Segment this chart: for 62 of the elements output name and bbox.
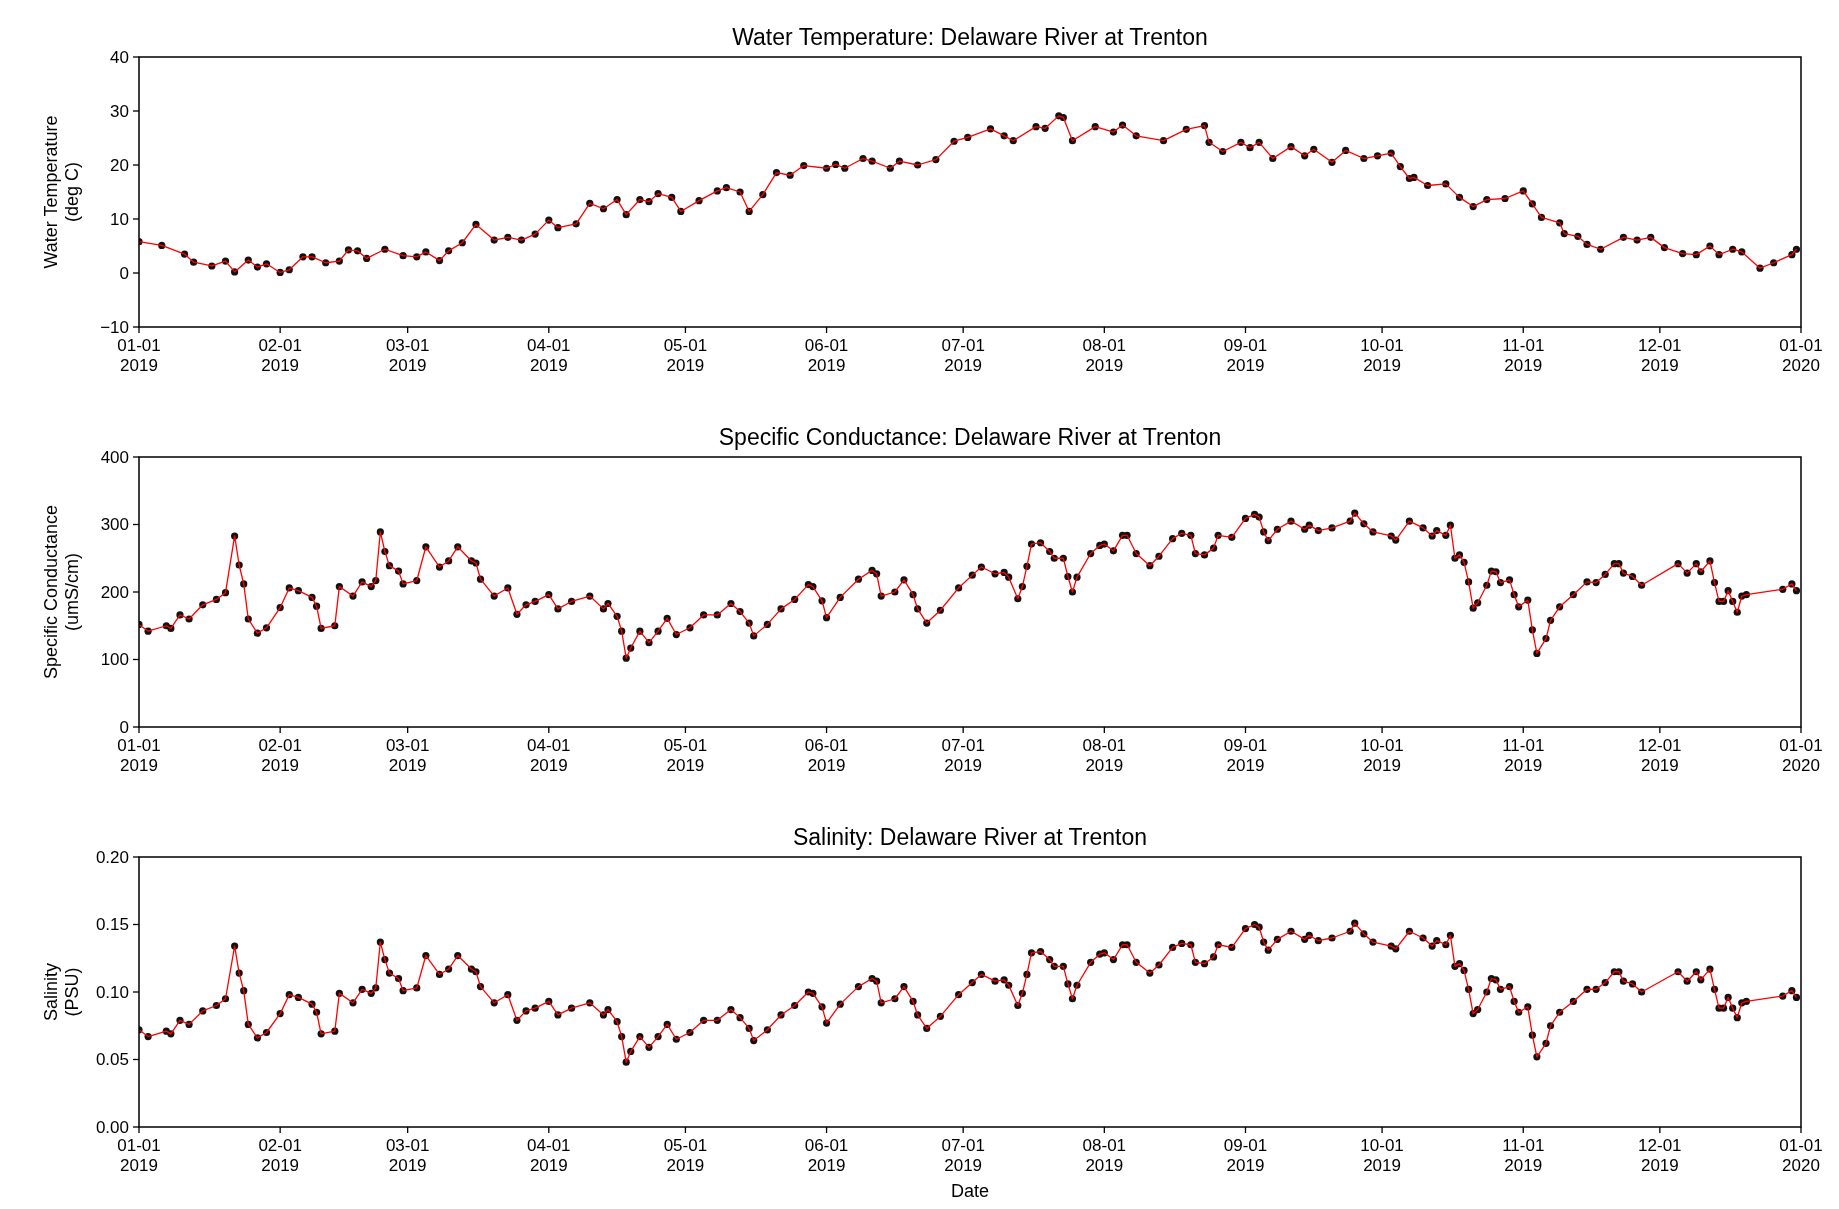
- y-tick-label: 400: [100, 447, 129, 467]
- x-tick-label: 01-01 2020: [1779, 736, 1823, 775]
- x-tick-label: 08-01 2019: [1082, 736, 1127, 775]
- x-tick-label: 12-01 2019: [1638, 1136, 1682, 1175]
- x-tick-label: 09-01 2019: [1223, 736, 1268, 775]
- y-tick-label: 0.20: [95, 847, 129, 867]
- y-tick-label: 0: [119, 717, 129, 737]
- chart-title: Water Temperature: Delaware River at Trenton: [732, 24, 1208, 50]
- y-tick-label: 0.15: [95, 915, 129, 935]
- y-axis-title: Water Temperature (deg C): [41, 115, 82, 269]
- chart-title: Specific Conductance: Delaware River at Trenton: [718, 424, 1222, 450]
- y-tick-label: 0.05: [95, 1050, 129, 1070]
- y-tick-label: 10: [110, 209, 129, 229]
- y-tick-label: 40: [110, 47, 129, 67]
- x-tick-label: 07-01 2019: [941, 336, 985, 375]
- x-tick-label: 08-01 2019: [1082, 336, 1127, 375]
- y-tick-label: 0: [119, 263, 129, 283]
- x-tick-label: 05-01 2019: [663, 736, 708, 775]
- x-tick-label: 05-01 2019: [663, 1136, 708, 1175]
- x-axis-title: Date: [950, 1181, 990, 1201]
- x-tick-label: 02-01 2019: [258, 1136, 302, 1175]
- x-tick-label: 09-01 2019: [1223, 1136, 1268, 1175]
- y-tick-label: 0.00: [95, 1117, 129, 1137]
- x-tick-label: 06-01 2019: [804, 736, 849, 775]
- y-tick-label: 100: [100, 650, 129, 670]
- x-tick-label: 07-01 2019: [941, 736, 985, 775]
- x-tick-label: 01-01 2020: [1779, 336, 1823, 375]
- y-tick-label: 20: [110, 155, 129, 175]
- x-tick-label: 12-01 2019: [1638, 736, 1682, 775]
- x-tick-label: 05-01 2019: [663, 336, 708, 375]
- x-tick-label: 07-01 2019: [941, 1136, 985, 1175]
- y-tick-label: 300: [100, 515, 129, 535]
- y-tick-label: 30: [110, 101, 129, 121]
- x-tick-label: 08-01 2019: [1082, 1136, 1127, 1175]
- y-tick-label: −10: [100, 317, 129, 337]
- x-tick-label: 11-01 2019: [1502, 336, 1545, 375]
- x-tick-label: 12-01 2019: [1638, 336, 1682, 375]
- x-tick-label: 09-01 2019: [1223, 336, 1268, 375]
- chart-title: Salinity: Delaware River at Trenton: [792, 824, 1148, 850]
- x-tick-label: 10-01 2019: [1360, 336, 1404, 375]
- x-tick-label: 06-01 2019: [804, 336, 849, 375]
- x-tick-label: 01-01 2020: [1779, 1136, 1823, 1175]
- x-tick-label: 11-01 2019: [1502, 736, 1545, 775]
- x-tick-label: 03-01 2019: [385, 736, 430, 775]
- x-tick-label: 01-01 2019: [117, 1136, 161, 1175]
- y-axis-title: Specific Conductance (umS/cm): [41, 504, 82, 680]
- y-axis-title: Salinity (PSU): [41, 962, 82, 1022]
- y-tick-label: 0.10: [95, 982, 129, 1002]
- x-tick-label: 04-01 2019: [527, 1136, 571, 1175]
- x-tick-label: 02-01 2019: [258, 336, 302, 375]
- x-tick-label: 11-01 2019: [1502, 1136, 1545, 1175]
- y-tick-label: 200: [100, 582, 129, 602]
- x-tick-label: 01-01 2019: [117, 336, 161, 375]
- x-tick-label: 10-01 2019: [1360, 1136, 1404, 1175]
- x-tick-label: 10-01 2019: [1360, 736, 1404, 775]
- x-tick-label: 01-01 2019: [117, 736, 161, 775]
- x-tick-label: 06-01 2019: [804, 1136, 849, 1175]
- x-tick-label: 04-01 2019: [527, 336, 571, 375]
- x-tick-label: 03-01 2019: [385, 336, 430, 375]
- x-tick-label: 04-01 2019: [527, 736, 571, 775]
- x-tick-label: 03-01 2019: [385, 1136, 430, 1175]
- x-tick-label: 02-01 2019: [258, 736, 302, 775]
